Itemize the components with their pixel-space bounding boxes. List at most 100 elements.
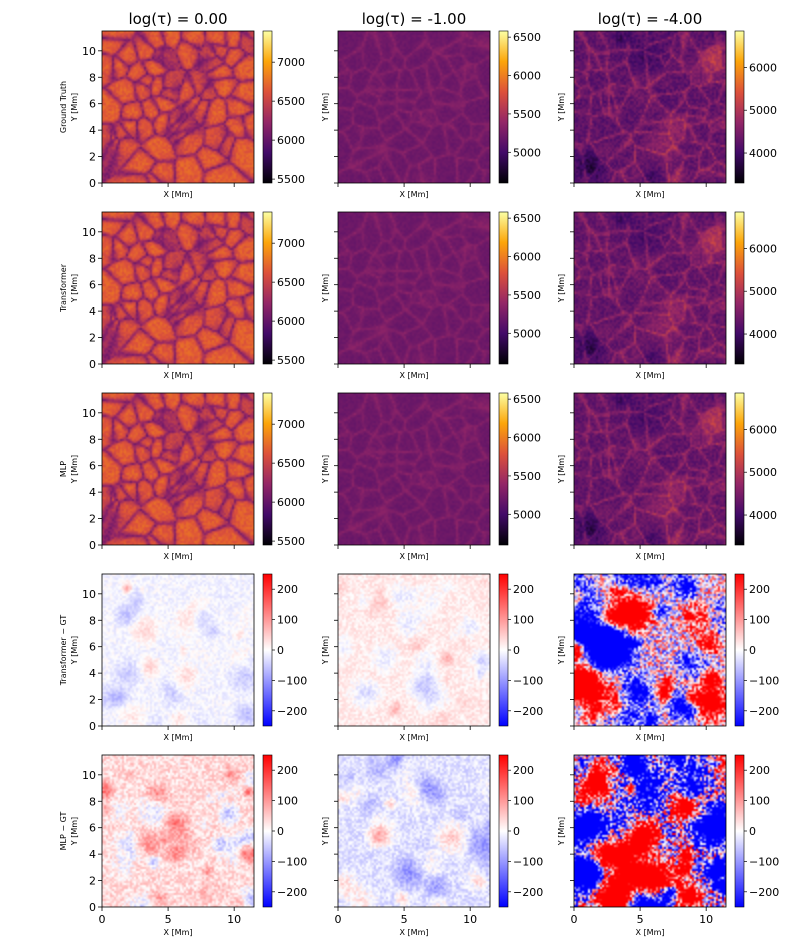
- y-axis-label: Y [Mm]: [557, 274, 566, 303]
- colorbar-tick-label: −200: [513, 705, 543, 718]
- column-title-2: log(τ) = -4.00: [598, 10, 703, 28]
- colorbar: [498, 573, 509, 727]
- colorbar: [498, 30, 509, 184]
- colorbar-tick-label: 4000: [749, 147, 777, 160]
- y-tick-label: 0: [89, 901, 96, 914]
- colorbar: [734, 573, 745, 727]
- heatmap-image: [102, 31, 254, 183]
- colorbar: [262, 211, 273, 365]
- x-axis-label: X [Mm]: [400, 733, 429, 742]
- colorbar-tick-label: 5500: [513, 470, 541, 483]
- x-axis-label: X [Mm]: [164, 371, 193, 380]
- y-axis-label: Y [Mm]: [70, 817, 79, 846]
- panel-r1-c2: X [Mm] Y [Mm] 4000 5000 6000: [557, 211, 777, 380]
- panel-r1-c1: X [Mm] Y [Mm] 5000 5500 6000 6500: [321, 211, 541, 380]
- x-axis-label: X [Mm]: [400, 371, 429, 380]
- y-tick-label: 4: [89, 667, 96, 680]
- colorbar: [734, 754, 745, 908]
- axes-frame: [337, 211, 491, 365]
- colorbar-tick-label: −100: [513, 674, 543, 687]
- y-tick-label: 8: [89, 252, 96, 265]
- row-label: Ground Truth: [59, 81, 68, 133]
- y-tick-label: 8: [89, 614, 96, 627]
- colorbar-tick-label: 200: [277, 764, 298, 777]
- colorbar-tick-label: 5500: [513, 289, 541, 302]
- y-tick-label: 6: [89, 98, 96, 111]
- panel-r4-c2: 0 5 10 X [Mm] Y [Mm] 200 100 0 −100 −200: [557, 754, 779, 937]
- x-axis-label: X [Mm]: [400, 552, 429, 561]
- y-tick-label: 10: [82, 769, 96, 782]
- colorbar-tick-label: −100: [277, 855, 307, 868]
- y-tick-label: 0: [89, 539, 96, 552]
- colorbar: [734, 211, 745, 365]
- colorbar-tick-label: 200: [513, 583, 534, 596]
- y-axis-label: Y [Mm]: [321, 455, 330, 484]
- row-label: Transformer: [59, 263, 68, 313]
- heatmap-image: [102, 393, 254, 545]
- axes-frame: [101, 754, 255, 908]
- panel-r4-c1: 0 5 10 X [Mm] Y [Mm] 200 100 0 −100 −200: [321, 754, 543, 937]
- x-tick-label: 5: [401, 913, 408, 926]
- colorbar-tick-label: 6000: [749, 61, 777, 74]
- y-tick-label: 8: [89, 433, 96, 446]
- y-tick-label: 8: [89, 795, 96, 808]
- panel-r1-c0: 0 2 4 6 8 10 X [Mm] Transformer Y [Mm] 5500 6000 65…: [59, 211, 305, 380]
- colorbar-tick-label: 100: [749, 614, 770, 627]
- colorbar-tick-label: −100: [277, 674, 307, 687]
- y-tick-label: 10: [82, 45, 96, 58]
- colorbar-tick-label: 6500: [277, 95, 305, 108]
- colorbar-tick-label: 7000: [277, 56, 305, 69]
- colorbar-tick-label: −200: [513, 886, 543, 899]
- panel-r0-c0: 0 2 4 6 8 10 X [Mm] Ground Truth Y [Mm] 5500 6000 6…: [59, 30, 305, 199]
- y-axis-label: Y [Mm]: [70, 455, 79, 484]
- colorbar-tick-label: 6500: [513, 31, 541, 44]
- panel-r3-c1: X [Mm] Y [Mm] 200 100 0 −100 −200: [321, 573, 543, 742]
- row-label: MLP: [59, 461, 68, 477]
- colorbar-tick-label: 5500: [277, 535, 305, 548]
- colorbar-tick-label: 6000: [749, 423, 777, 436]
- colorbar-tick-label: 0: [277, 825, 284, 838]
- colorbar-tick-label: 6000: [277, 134, 305, 147]
- axes-frame: [101, 211, 255, 365]
- colorbar-tick-label: 5000: [749, 104, 777, 117]
- y-axis-label: Y [Mm]: [321, 817, 330, 846]
- colorbar-tick-label: 200: [513, 764, 534, 777]
- panel-r2-c2: X [Mm] Y [Mm] 4000 5000 6000: [557, 392, 777, 561]
- colorbar-tick-label: 6000: [277, 315, 305, 328]
- column-title-1: log(τ) = -1.00: [362, 10, 467, 28]
- colorbar-tick-label: −200: [277, 886, 307, 899]
- y-tick-label: 2: [89, 513, 96, 526]
- y-tick-label: 6: [89, 641, 96, 654]
- y-tick-label: 4: [89, 486, 96, 499]
- colorbar: [498, 392, 509, 546]
- x-tick-label: 10: [699, 913, 713, 926]
- colorbar-tick-label: 6000: [513, 70, 541, 83]
- colorbar-tick-label: 6000: [513, 432, 541, 445]
- colorbar-tick-label: 0: [513, 644, 520, 657]
- x-axis-label: X [Mm]: [636, 552, 665, 561]
- colorbar-tick-label: 6500: [513, 212, 541, 225]
- row-label: Transformer − GT: [59, 615, 68, 687]
- colorbar: [734, 30, 745, 184]
- colorbar-tick-label: 5500: [277, 354, 305, 367]
- x-axis-label: X [Mm]: [164, 190, 193, 199]
- heatmap-image: [102, 755, 254, 907]
- y-axis-label: Y [Mm]: [321, 93, 330, 122]
- colorbar-tick-label: 6500: [277, 457, 305, 470]
- heatmap-image: [338, 212, 490, 364]
- y-tick-label: 6: [89, 279, 96, 292]
- colorbar-tick-label: 6500: [513, 393, 541, 406]
- colorbar-tick-label: 6000: [749, 242, 777, 255]
- axes-frame: [101, 392, 255, 546]
- colorbar-tick-label: 200: [749, 764, 770, 777]
- colorbar: [734, 392, 745, 546]
- colorbar-tick-label: 7000: [277, 237, 305, 250]
- y-tick-label: 2: [89, 151, 96, 164]
- x-tick-label: 10: [227, 913, 241, 926]
- colorbar-tick-label: −100: [749, 674, 779, 687]
- panel-r3-c0: 0 2 4 6 8 10 X [Mm] Transformer − GT Y [Mm] 200 10…: [59, 573, 307, 742]
- colorbar: [498, 211, 509, 365]
- colorbar-tick-label: −200: [749, 705, 779, 718]
- colorbar: [262, 392, 273, 546]
